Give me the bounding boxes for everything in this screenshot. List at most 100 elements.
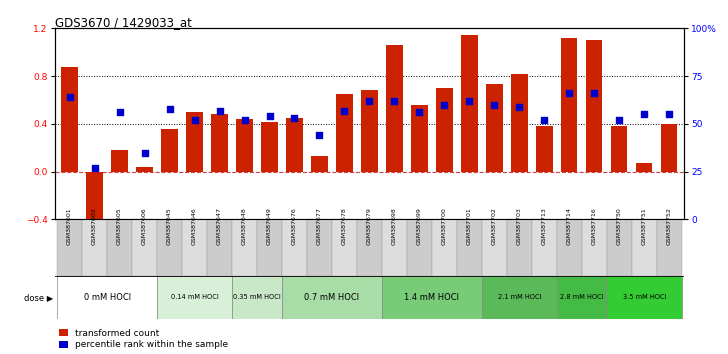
Text: GSM387602: GSM387602 — [92, 207, 97, 245]
Text: GSM387678: GSM387678 — [342, 207, 347, 245]
Text: 0.7 mM HOCl: 0.7 mM HOCl — [304, 293, 360, 302]
Bar — [486, 85, 502, 172]
Point — [189, 117, 200, 123]
Bar — [162, 129, 178, 172]
Point — [114, 110, 125, 115]
Bar — [87, 172, 103, 234]
Bar — [257, 219, 282, 276]
Bar — [632, 219, 657, 276]
Point — [239, 117, 250, 123]
Point — [64, 94, 76, 100]
Bar — [232, 219, 257, 276]
Bar — [61, 67, 78, 172]
Point — [588, 91, 600, 96]
Text: GSM387605: GSM387605 — [117, 207, 122, 245]
Bar — [282, 219, 307, 276]
Bar — [232, 276, 282, 319]
Text: GSM387648: GSM387648 — [242, 207, 247, 245]
Point — [464, 98, 475, 104]
Bar — [436, 88, 453, 172]
Bar — [107, 219, 132, 276]
Bar — [612, 126, 628, 172]
Text: 3.5 mM HOCl: 3.5 mM HOCl — [622, 295, 666, 300]
Bar — [407, 219, 432, 276]
Bar — [661, 124, 678, 172]
Bar — [432, 219, 457, 276]
Bar — [261, 121, 277, 172]
Point — [638, 112, 650, 117]
Bar — [132, 219, 157, 276]
Point — [389, 98, 400, 104]
Point — [614, 117, 625, 123]
Bar — [532, 219, 557, 276]
Point — [314, 132, 325, 138]
Bar — [332, 219, 357, 276]
Text: GSM387677: GSM387677 — [317, 207, 322, 245]
Text: 2.8 mM HOCl: 2.8 mM HOCl — [560, 295, 604, 300]
Bar — [557, 219, 582, 276]
Text: GSM387698: GSM387698 — [392, 207, 397, 245]
Bar — [511, 74, 528, 172]
Bar — [186, 112, 202, 172]
Text: GSM387752: GSM387752 — [667, 207, 672, 245]
Bar — [457, 219, 482, 276]
Bar — [361, 91, 378, 172]
Text: GDS3670 / 1429033_at: GDS3670 / 1429033_at — [55, 16, 191, 29]
Point — [164, 106, 175, 112]
Bar — [462, 35, 478, 172]
Point — [414, 110, 425, 115]
Text: GSM387700: GSM387700 — [442, 207, 447, 245]
Text: 2.1 mM HOCl: 2.1 mM HOCl — [498, 295, 541, 300]
Bar — [411, 105, 427, 172]
Bar — [336, 94, 352, 172]
Bar — [482, 219, 507, 276]
Bar — [482, 276, 557, 319]
Bar — [607, 219, 632, 276]
Bar — [312, 156, 328, 172]
Point — [363, 98, 376, 104]
Bar — [657, 219, 682, 276]
Bar — [136, 167, 153, 172]
Point — [264, 113, 275, 119]
Bar — [157, 219, 182, 276]
Point — [89, 165, 100, 171]
Text: GSM387679: GSM387679 — [367, 207, 372, 245]
Bar — [307, 219, 332, 276]
Text: GSM387645: GSM387645 — [167, 207, 172, 245]
Bar — [557, 276, 607, 319]
Bar — [636, 163, 652, 172]
Bar — [57, 276, 157, 319]
Text: 1.4 mM HOCl: 1.4 mM HOCl — [405, 293, 459, 302]
Bar — [382, 219, 407, 276]
Bar — [237, 119, 253, 172]
Bar — [561, 38, 577, 172]
Bar — [82, 219, 107, 276]
Text: GSM387701: GSM387701 — [467, 207, 472, 245]
Text: GSM387713: GSM387713 — [542, 207, 547, 245]
Point — [339, 108, 350, 113]
Bar — [57, 219, 82, 276]
Legend: transformed count, percentile rank within the sample: transformed count, percentile rank withi… — [59, 329, 229, 349]
Bar — [211, 114, 228, 172]
Point — [214, 108, 226, 113]
Text: GSM387699: GSM387699 — [417, 207, 422, 245]
Point — [539, 117, 550, 123]
Bar — [282, 276, 382, 319]
Text: GSM387702: GSM387702 — [492, 207, 497, 245]
Text: GSM387676: GSM387676 — [292, 207, 297, 245]
Bar — [157, 276, 232, 319]
Bar — [286, 118, 303, 172]
Text: GSM387716: GSM387716 — [592, 207, 597, 245]
Point — [438, 102, 450, 108]
Text: GSM387649: GSM387649 — [267, 207, 272, 245]
Bar — [182, 219, 207, 276]
Bar — [507, 219, 532, 276]
Text: GSM387750: GSM387750 — [617, 207, 622, 245]
Bar — [607, 276, 682, 319]
Text: 0.35 mM HOCl: 0.35 mM HOCl — [233, 295, 281, 300]
Text: GSM387606: GSM387606 — [142, 207, 147, 245]
Text: GSM387751: GSM387751 — [642, 207, 647, 245]
Text: dose ▶: dose ▶ — [24, 293, 53, 302]
Text: GSM387601: GSM387601 — [67, 207, 72, 245]
Bar — [382, 276, 482, 319]
